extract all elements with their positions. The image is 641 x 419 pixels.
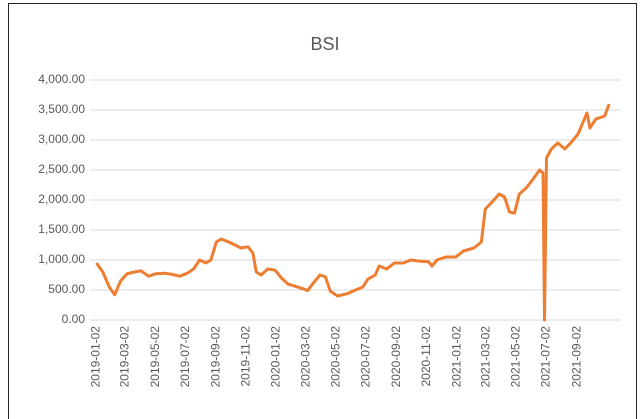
y-tick-label: 500.00 — [48, 282, 85, 296]
x-tick-label: 2019-05-02 — [148, 326, 162, 388]
x-tick-label: 2020-11-02 — [419, 326, 433, 387]
x-tick-label: 2021-09-02 — [569, 326, 583, 388]
y-tick-label: 2,000.00 — [38, 192, 85, 206]
y-tick-label: 1,000.00 — [38, 252, 85, 266]
x-tick-label: 2020-09-02 — [389, 326, 403, 388]
x-tick-label: 2019-03-02 — [118, 326, 132, 388]
x-tick-label: 2021-03-02 — [478, 326, 492, 388]
x-tick-label: 2019-07-02 — [178, 326, 192, 388]
y-tick-label: 1,500.00 — [38, 222, 85, 236]
x-tick-label: 2019-09-02 — [209, 326, 223, 388]
chart-border — [8, 3, 637, 419]
y-tick-label: 4,000.00 — [38, 72, 85, 86]
x-tick-label: 2019-11-02 — [239, 326, 253, 387]
x-tick-label: 2020-01-02 — [269, 326, 283, 388]
data-line — [95, 103, 611, 322]
chart-title: BSI — [310, 34, 339, 54]
y-tick-label: 3,500.00 — [38, 102, 85, 116]
y-tick-label: 0.00 — [62, 312, 86, 326]
y-tick-label: 3,000.00 — [38, 132, 85, 146]
x-tick-label: 2020-03-02 — [298, 326, 312, 388]
y-tick-label: 2,500.00 — [38, 162, 85, 176]
x-tick-label: 2019-01-02 — [89, 326, 103, 388]
x-tick-label: 2021-05-02 — [509, 326, 523, 388]
x-tick-label: 2020-07-02 — [359, 326, 373, 388]
x-tick-label: 2021-07-02 — [539, 326, 553, 388]
x-tick-label: 2021-01-02 — [449, 326, 463, 388]
x-tick-label: 2020-05-02 — [328, 326, 342, 388]
